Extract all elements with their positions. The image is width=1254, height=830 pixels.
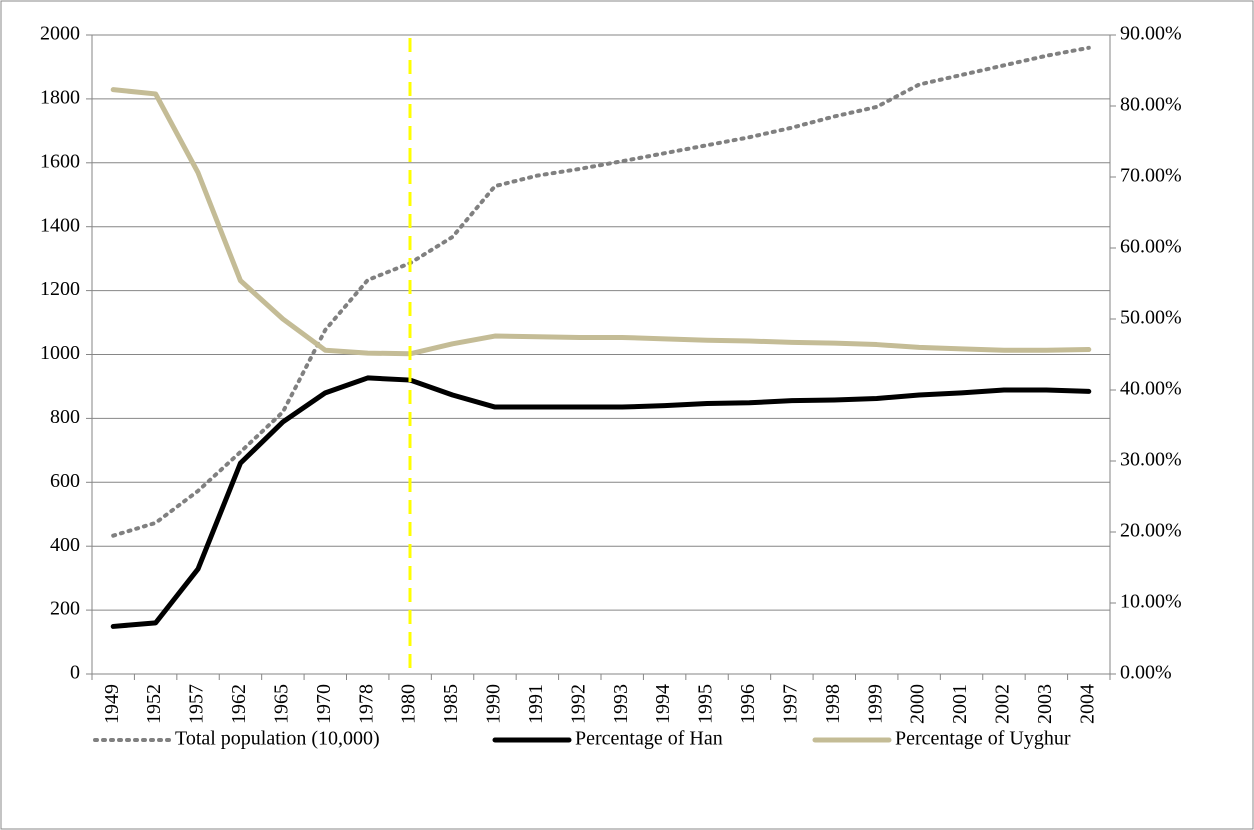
legend-label: Total population (10,000) bbox=[175, 728, 380, 750]
x-tick-label: 1978 bbox=[355, 684, 377, 724]
y-tick-label: 800 bbox=[50, 406, 80, 428]
x-tick-label: 1997 bbox=[779, 684, 801, 724]
y-tick-label: 1600 bbox=[40, 150, 80, 172]
legend-label: Percentage of Han bbox=[575, 728, 723, 750]
x-tick-label: 2000 bbox=[907, 684, 929, 724]
y2-tick-label: 70.00% bbox=[1120, 165, 1182, 187]
y2-tick-label: 30.00% bbox=[1120, 449, 1182, 471]
x-tick-label: 2003 bbox=[1034, 684, 1056, 724]
x-tick-label: 1990 bbox=[483, 684, 505, 724]
y-tick-label: 600 bbox=[50, 470, 80, 492]
series-line bbox=[110, 375, 1092, 629]
y-tick-label: 200 bbox=[50, 598, 80, 620]
x-tick-label: 1994 bbox=[652, 684, 674, 724]
y2-tick-label: 0.00% bbox=[1120, 662, 1172, 684]
x-tick-label: 1962 bbox=[228, 684, 250, 724]
y-tick-label: 2000 bbox=[40, 23, 80, 45]
y2-tick-label: 90.00% bbox=[1120, 23, 1182, 45]
x-tick-label: 1957 bbox=[186, 684, 208, 724]
x-tick-label: 1985 bbox=[440, 684, 462, 724]
legend-label: Percentage of Uyghur bbox=[895, 728, 1071, 750]
y2-tick-label: 80.00% bbox=[1120, 94, 1182, 116]
y-tick-label: 1800 bbox=[40, 86, 80, 108]
x-tick-label: 1999 bbox=[864, 684, 886, 724]
x-tick-label: 1995 bbox=[695, 684, 717, 724]
x-tick-label: 2001 bbox=[949, 684, 971, 724]
x-tick-label: 1965 bbox=[270, 684, 292, 724]
y-tick-label: 1400 bbox=[40, 214, 80, 236]
x-tick-label: 1980 bbox=[398, 684, 420, 724]
y-tick-label: 400 bbox=[50, 534, 80, 556]
x-tick-label: 1952 bbox=[143, 684, 165, 724]
series-line bbox=[110, 87, 1092, 357]
y-tick-label: 0 bbox=[70, 662, 80, 684]
x-tick-label: 1996 bbox=[737, 684, 759, 724]
x-tick-label: 2002 bbox=[992, 684, 1014, 724]
y-tick-label: 1000 bbox=[40, 342, 80, 364]
y2-tick-label: 10.00% bbox=[1120, 591, 1182, 613]
x-tick-label: 1991 bbox=[525, 684, 547, 724]
y2-tick-label: 20.00% bbox=[1120, 520, 1182, 542]
x-tick-label: 1992 bbox=[567, 684, 589, 724]
x-tick-label: 1993 bbox=[610, 684, 632, 724]
y2-tick-label: 50.00% bbox=[1120, 307, 1182, 329]
x-tick-label: 1949 bbox=[101, 684, 123, 724]
y2-tick-label: 40.00% bbox=[1120, 378, 1182, 400]
y2-tick-label: 60.00% bbox=[1120, 236, 1182, 258]
series-line bbox=[111, 45, 1091, 538]
x-tick-label: 1970 bbox=[313, 684, 335, 724]
y-tick-label: 1200 bbox=[40, 278, 80, 300]
x-tick-label: 1998 bbox=[822, 684, 844, 724]
x-tick-label: 2004 bbox=[1076, 684, 1098, 724]
